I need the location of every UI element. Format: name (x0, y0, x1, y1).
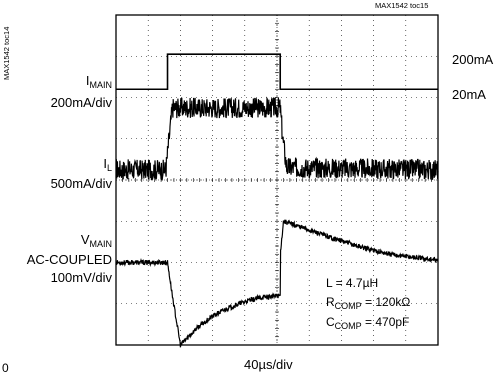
grid (115, 14, 439, 346)
channel-vmain-scale: 100mV/div (50, 270, 112, 285)
channel-vmain-coupling: AC-COUPLED (26, 252, 112, 267)
time-scale-label: 40µs/div (244, 357, 293, 372)
channel-vmain-label: VMAIN (80, 232, 112, 249)
trace-il (115, 96, 439, 181)
channel-il-label: IL (103, 156, 112, 173)
channel-il-scale: 500mA/div (50, 176, 112, 191)
level-high-label: 200mA (452, 52, 494, 67)
level-low-label: 20mA (452, 87, 486, 102)
annotation-rcomp: RCOMP = 120kΩ (326, 295, 411, 311)
channel-imain-scale: 200mA/div (50, 95, 112, 110)
traces (115, 53, 439, 348)
origin-label: 0 (2, 361, 9, 375)
figure-id-side: MAX1542 toc14 (2, 26, 11, 80)
annotation-inductor: L = 4.7µH (326, 276, 379, 290)
annotation-ccomp: CCOMP = 470pF (326, 315, 410, 331)
trace-vmain (115, 219, 439, 348)
figure-id-top: MAX1542 toc15 (375, 1, 429, 10)
trace-imain (116, 53, 438, 91)
annotation-block: L = 4.7µH RCOMP = 120kΩ CCOMP = 470pF (326, 274, 410, 333)
channel-imain-label: IMAIN (85, 73, 112, 90)
